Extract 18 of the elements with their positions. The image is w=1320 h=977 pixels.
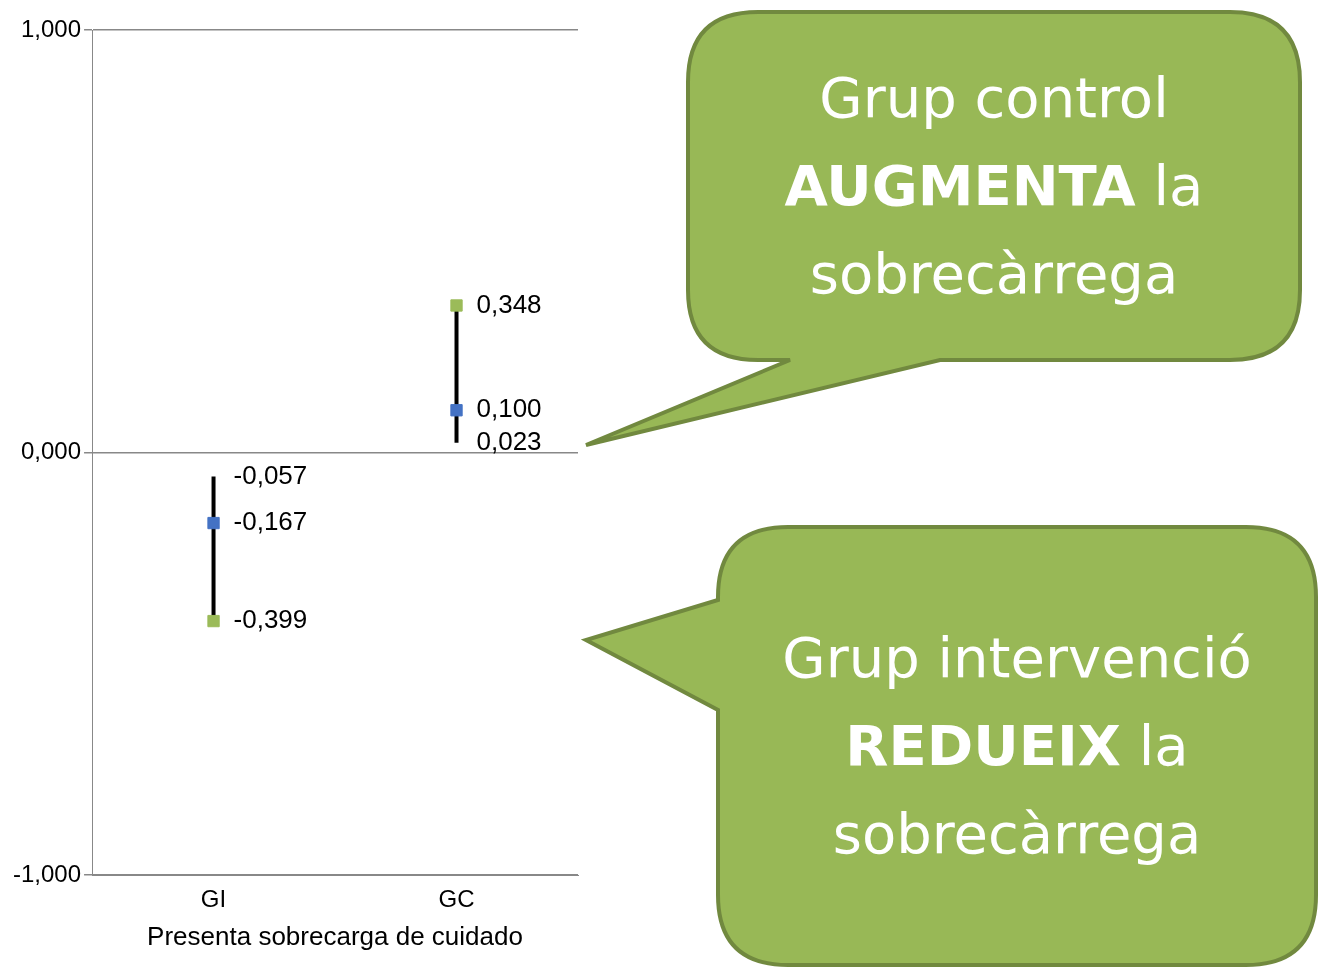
data-label: -0,399	[233, 604, 308, 635]
x-tick-label: GI	[200, 885, 227, 913]
y-tick-label: -1,000	[12, 859, 82, 887]
data-label: 0,348	[476, 288, 542, 319]
point	[207, 614, 220, 628]
x-tick-label: GC	[438, 885, 475, 913]
point	[450, 299, 463, 312]
y-tick-label: 0,000	[20, 437, 82, 465]
text: Grup control AUGMENTA la sobrecàrrega	[783, 64, 1205, 308]
data-label: -0,167	[233, 506, 308, 537]
data-label: 0,100	[476, 393, 542, 424]
y-tick-label: 1,000	[20, 14, 82, 42]
text: Grup intervenció REDUEIX la sobrecàrrega	[781, 624, 1253, 868]
annotation: -0,057	[233, 459, 308, 490]
point	[207, 516, 220, 530]
annotation: 0,023	[476, 425, 542, 456]
point	[450, 404, 463, 417]
x-axis-title: Presenta sobrecarga de cuidado	[147, 920, 523, 951]
